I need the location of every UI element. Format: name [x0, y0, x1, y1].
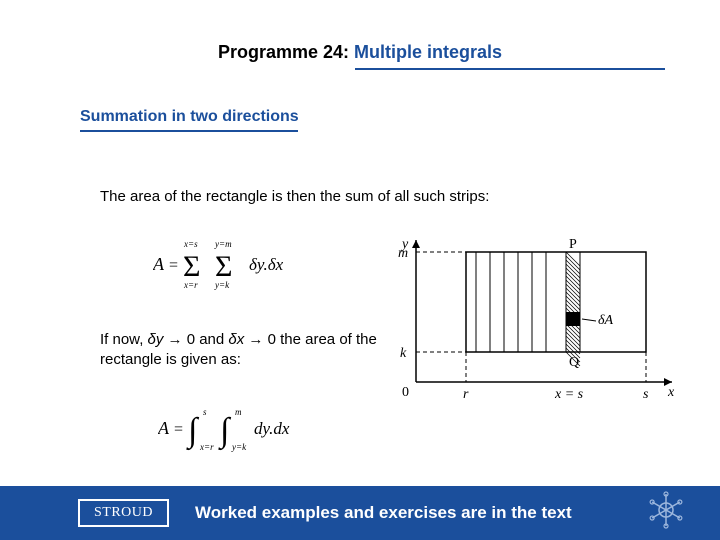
- paragraph-2: If now, δy → 0 and δx → 0 the area of th…: [100, 330, 380, 371]
- eq-sum-integrand: δy.δx: [249, 255, 284, 274]
- svg-text:=: =: [169, 257, 178, 274]
- eq-sum-lhs: A: [153, 254, 165, 274]
- section-underline: [80, 130, 298, 132]
- svg-text:m: m: [398, 246, 408, 261]
- svg-text:Q: Q: [569, 355, 579, 370]
- svg-text:0: 0: [402, 385, 409, 400]
- svg-text:Σ: Σ: [183, 250, 200, 283]
- svg-text:k: k: [400, 346, 407, 361]
- paragraph-1: The area of the rectangle is then the su…: [100, 188, 489, 205]
- eq-sum-inner-upper: y=m: [214, 239, 232, 249]
- section-heading: Summation in two directions: [80, 108, 299, 126]
- page-title: Programme 24: Multiple integrals: [0, 42, 720, 63]
- footer-bar: STROUD Worked examples and exercises are…: [0, 486, 720, 540]
- footer-note: Worked examples and exercises are in the…: [195, 503, 572, 523]
- svg-text:∫: ∫: [186, 412, 200, 451]
- eq-int-lhs: A: [158, 418, 170, 438]
- svg-text:x: x: [667, 385, 675, 400]
- svg-text:P: P: [569, 237, 577, 252]
- eq-int-inner-upper: m: [235, 407, 242, 417]
- svg-text:=: =: [174, 421, 183, 438]
- svg-text:x = s: x = s: [554, 387, 584, 402]
- programme-label: Programme 24:: [218, 42, 349, 62]
- publisher-logo-icon: [644, 488, 688, 532]
- eq-sum-outer-lower: x=r: [183, 280, 198, 290]
- svg-text:s: s: [643, 387, 649, 402]
- svg-text:Σ: Σ: [215, 250, 232, 283]
- eq-sum-inner-lower: y=k: [214, 280, 230, 290]
- svg-text:∫: ∫: [218, 412, 232, 451]
- equation-sum: A = Σ x=s x=r Σ y=m y=k δy.δx: [153, 236, 343, 294]
- area-diagram: 0xymkrx = ssPQδA: [388, 234, 678, 414]
- svg-text:δA: δA: [598, 313, 614, 328]
- equation-integral: A = ∫ s x=r ∫ m y=k dy.dx: [158, 402, 358, 456]
- eq-int-integrand: dy.dx: [254, 419, 290, 438]
- header-underline: [355, 68, 665, 70]
- programme-topic: Multiple integrals: [354, 42, 502, 62]
- eq-int-inner-lower: y=k: [231, 442, 247, 452]
- eq-sum-outer-upper: x=s: [183, 239, 198, 249]
- eq-int-outer-upper: s: [203, 407, 207, 417]
- eq-int-outer-lower: x=r: [199, 442, 214, 452]
- brand-box: STROUD: [78, 499, 169, 527]
- svg-text:r: r: [463, 387, 469, 402]
